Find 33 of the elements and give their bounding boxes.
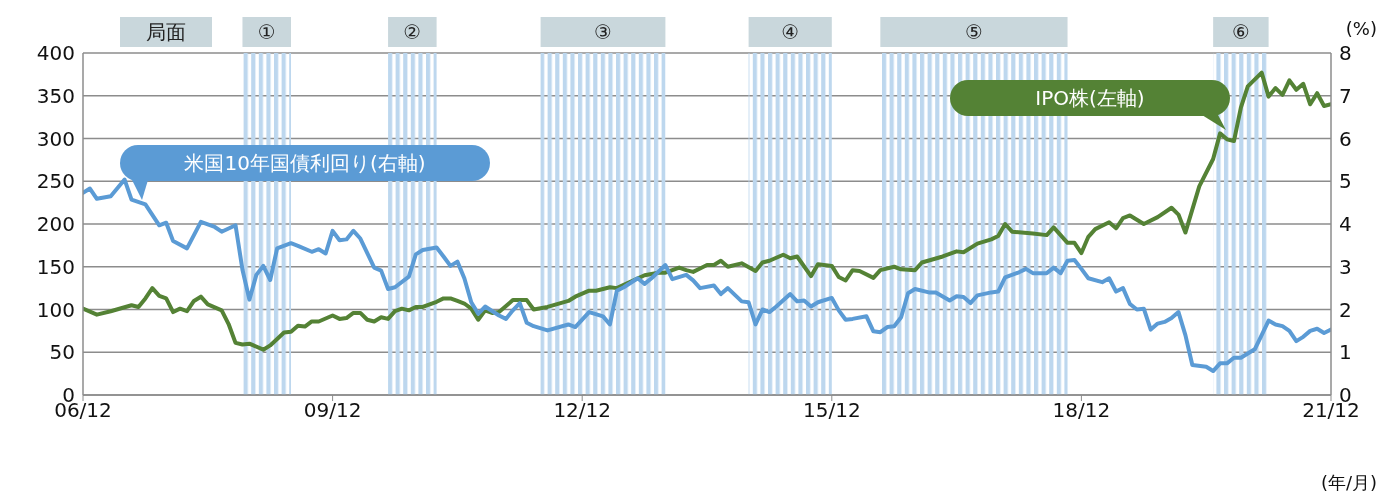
y-tick-label: 200: [36, 212, 75, 237]
y-tick-label: 100: [36, 297, 75, 322]
text: IPO株(左軸): [1035, 86, 1145, 110]
band-label: ①: [257, 20, 276, 44]
band-label: ②: [403, 20, 422, 44]
x-tick-label: 09/12: [303, 398, 362, 423]
y2-tick-label: 1: [1339, 340, 1352, 365]
x-tick-label: 12/12: [553, 398, 612, 423]
y2-tick-label: 3: [1339, 254, 1352, 279]
y2-axis-title: (%): [1345, 18, 1377, 39]
band-label: ⑥: [1231, 20, 1250, 44]
y2-tick-label: 6: [1339, 126, 1352, 151]
band-label: ⑤: [964, 20, 983, 44]
y-tick-label: 300: [36, 126, 75, 151]
line-series: [83, 70, 1331, 352]
x-tick-label: 18/12: [1052, 398, 1111, 423]
band-label: ③: [594, 20, 612, 44]
y2-tick-label: 5: [1339, 169, 1352, 194]
y2-tick-label: 4: [1339, 212, 1352, 237]
y-tick-label: 350: [36, 83, 75, 108]
x-axis-title: (年/月): [1320, 472, 1377, 491]
y2-tick-label: 7: [1339, 83, 1352, 108]
y-tick-label: 400: [36, 41, 75, 66]
band-label: ④: [781, 20, 800, 44]
y-tick-label: 250: [36, 169, 75, 194]
y-tick-label: 50: [49, 340, 75, 365]
x-tick-label: 15/12: [802, 398, 861, 423]
y2-tick-label: 8: [1339, 41, 1352, 66]
y-tick-label: 150: [36, 254, 75, 279]
line-series: [83, 177, 1331, 374]
text: 米国10年国債利回り(右軸): [184, 151, 426, 175]
text: 局面: [146, 20, 186, 44]
y2-tick-label: 2: [1339, 297, 1352, 322]
